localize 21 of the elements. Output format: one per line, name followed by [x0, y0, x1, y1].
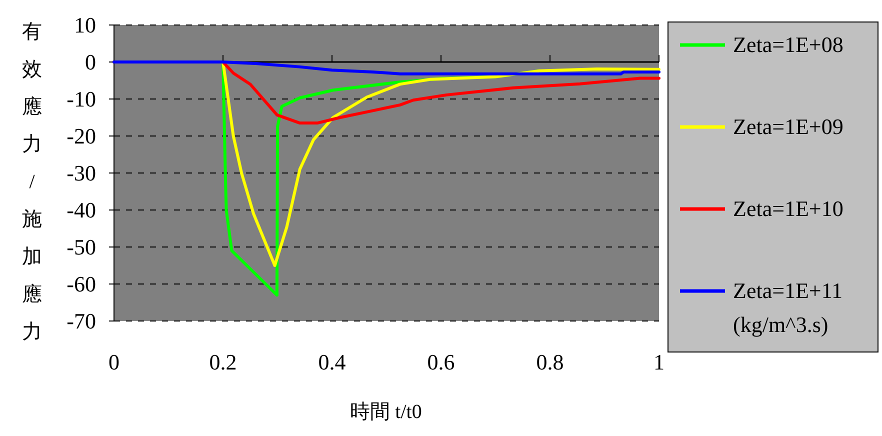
y-tick-label: -10: [66, 86, 96, 112]
y-tick-label: -70: [66, 308, 96, 334]
x-tick-label: 0.2: [209, 350, 237, 375]
x-tick-label: 0: [108, 350, 120, 375]
y-tick-label: -50: [66, 234, 96, 260]
legend-label: Zeta=1E+10: [733, 196, 844, 221]
y-tick-label: -40: [66, 198, 96, 223]
y-tick-label: -30: [66, 160, 96, 186]
x-axis-title: 時間 t/t0: [350, 401, 422, 423]
y-tick-label: 0: [85, 50, 96, 75]
x-tick-label: 0.6: [427, 350, 455, 375]
legend-label: Zeta=1E+08: [733, 32, 844, 57]
text: 有效應力/施加應力: [22, 21, 42, 343]
legend-label: Zeta=1E+09: [733, 114, 844, 139]
y-tick-label: -20: [66, 124, 96, 149]
y-tick-label: -60: [66, 272, 96, 297]
legend-label: Zeta=1E+11 (kg/m^3.s): [733, 278, 843, 337]
x-tick-label: 0.8: [536, 350, 564, 375]
y-tick-label: 10: [74, 12, 96, 38]
x-tick-label: 0.4: [318, 350, 346, 375]
x-tick-label: 1: [654, 350, 664, 375]
